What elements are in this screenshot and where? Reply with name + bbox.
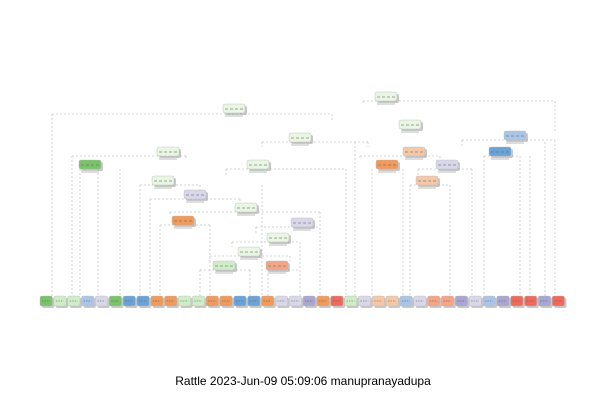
tree-leaf (330, 295, 346, 308)
tree-node (266, 232, 291, 246)
tree-leaf (164, 295, 179, 308)
tree-leaf (219, 295, 235, 308)
tree-node (246, 159, 271, 173)
tree-leaves (39, 295, 567, 308)
tree-leaf (524, 295, 539, 308)
tree-leaf (441, 295, 456, 308)
tree-node (237, 246, 262, 260)
tree-node (503, 130, 528, 144)
tree-leaf (372, 295, 387, 308)
tree-node (290, 217, 315, 231)
tree-node (375, 159, 400, 173)
tree-leaf (205, 295, 221, 308)
tree-node (222, 103, 247, 117)
tree-leaf (399, 295, 415, 308)
tree-node (288, 132, 313, 146)
tree-leaf (67, 295, 83, 308)
tree-node (156, 146, 181, 160)
tree-node (212, 260, 237, 274)
tree-leaf (302, 295, 318, 308)
tree-leaf (192, 295, 207, 308)
tree-node (234, 202, 259, 216)
tree-leaf (385, 295, 401, 308)
tree-leaf (538, 295, 553, 308)
tree-leaf (358, 295, 373, 308)
tree-node (374, 91, 399, 105)
tree-node (402, 146, 427, 160)
tree-node (78, 159, 103, 173)
tree-leaf (81, 295, 96, 308)
tree-leaf (413, 295, 429, 308)
tree-leaf (275, 295, 290, 308)
tree-leaf (482, 295, 498, 308)
tree-leaf (261, 295, 276, 308)
tree-leaf (233, 295, 249, 308)
tree-leaf (510, 295, 525, 308)
tree-leaf (53, 295, 69, 308)
tree-leaf (150, 295, 166, 308)
tree-leaf (109, 295, 124, 308)
tree-node (488, 146, 513, 160)
tree-nodes (78, 91, 528, 274)
tree-node (171, 215, 196, 229)
tree-leaf (122, 295, 138, 308)
tree-leaf (344, 295, 359, 308)
tree-leaf (551, 295, 567, 308)
tree-leaf (39, 295, 55, 308)
tree-leaf (427, 295, 442, 308)
tree-leaf (136, 295, 152, 308)
tree-node (435, 159, 460, 173)
tree-leaf (468, 295, 484, 308)
tree-leaf (95, 295, 110, 308)
tree-node (415, 175, 440, 189)
tree-leaf (496, 295, 512, 308)
tree-node (151, 175, 176, 189)
tree-leaf (247, 295, 262, 308)
tree-leaf (178, 295, 193, 308)
tree-leaf (455, 295, 470, 308)
tree-leaf (316, 295, 332, 308)
tree-node (398, 119, 423, 133)
tree-node (183, 189, 208, 203)
tree-leaf (288, 295, 304, 308)
tree-node (265, 260, 290, 274)
tree-edges (51, 100, 556, 296)
plot-caption: Rattle 2023-Jun-09 05:09:06 manupranayad… (175, 374, 431, 388)
